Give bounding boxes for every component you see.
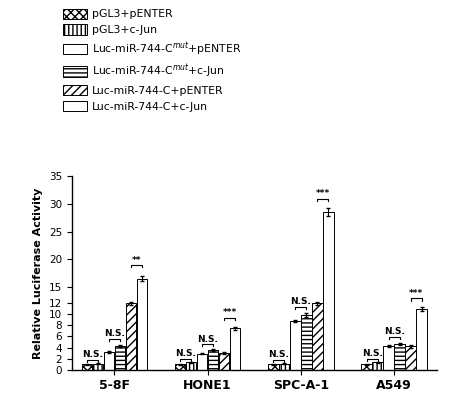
Bar [115,346,125,370]
Bar [81,364,92,370]
Bar [93,364,103,370]
Bar [104,352,114,370]
Bar [323,212,333,370]
Legend: pGL3+pENTER, pGL3+c-Jun, Luc-miR-744-C$^{mut}$+pENTER, Luc-miR-744-C$^{mut}$+c-J: pGL3+pENTER, pGL3+c-Jun, Luc-miR-744-C$^… [58,4,246,116]
Text: N.S.: N.S. [197,335,218,344]
Bar [126,303,136,370]
Text: N.S.: N.S. [175,349,196,358]
Bar [394,344,405,370]
Bar [186,362,196,370]
Bar [416,309,427,370]
Text: ***: *** [223,308,237,317]
Bar [312,303,323,370]
Bar [383,346,394,370]
Bar [290,321,301,370]
Bar [230,328,240,370]
Bar [197,354,207,370]
Text: **: ** [132,256,141,265]
Y-axis label: Relative Luciferase Activity: Relative Luciferase Activity [33,187,44,359]
Text: N.S.: N.S. [82,350,103,359]
Text: N.S.: N.S. [268,350,289,359]
Bar [361,364,372,370]
Bar [219,353,230,370]
Bar [279,364,290,370]
Bar [301,315,311,370]
Text: N.S.: N.S. [290,297,311,306]
Text: ***: *** [409,289,423,298]
Text: N.S.: N.S. [362,349,382,358]
Text: ***: *** [316,189,330,199]
Text: N.S.: N.S. [104,329,125,338]
Text: N.S.: N.S. [384,328,405,336]
Bar [175,364,185,370]
Bar [208,350,218,370]
Bar [405,346,416,370]
Bar [372,362,383,370]
Bar [268,364,279,370]
Bar [137,278,147,370]
